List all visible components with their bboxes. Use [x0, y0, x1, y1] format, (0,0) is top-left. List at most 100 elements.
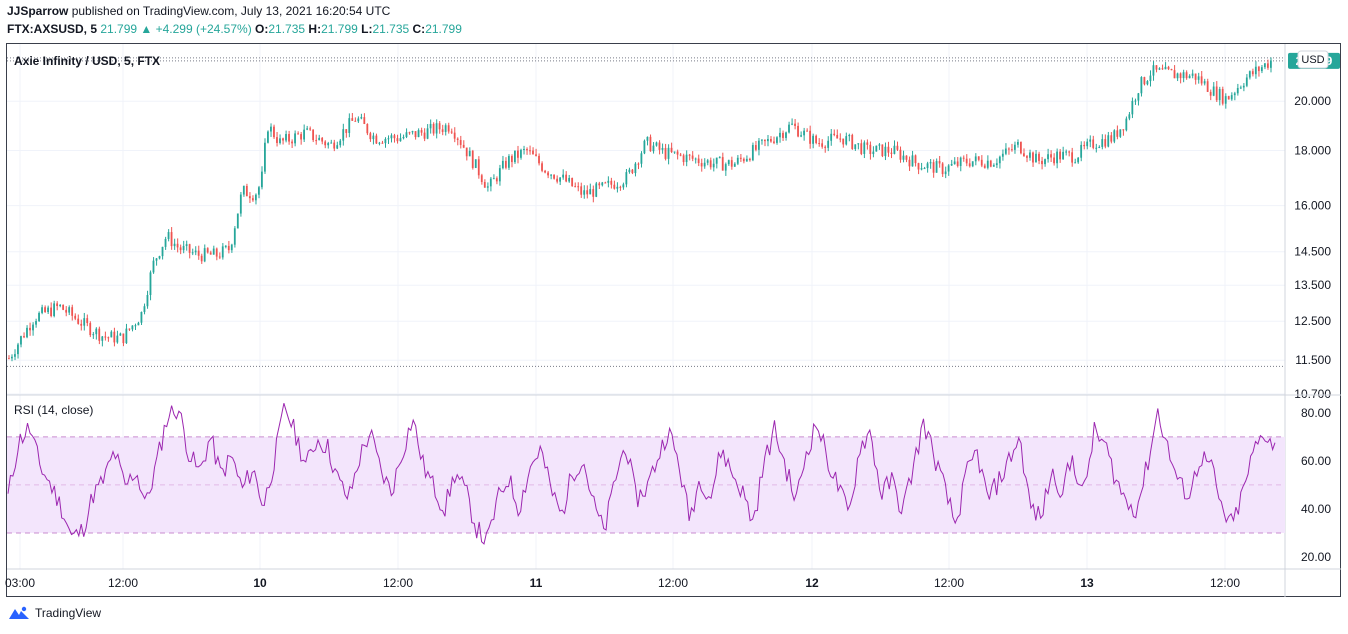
candle-body [8, 358, 10, 360]
candle-body [580, 186, 583, 195]
candle-body [866, 142, 869, 145]
candle-body [821, 143, 824, 147]
candle-body [619, 186, 622, 188]
candle-body [137, 322, 140, 326]
candle-body [824, 146, 827, 148]
candle-body [878, 144, 881, 146]
candle-body [300, 134, 302, 140]
candle-body [264, 142, 266, 172]
candle-body [995, 163, 998, 166]
candle-body [785, 132, 787, 138]
candle-body [712, 163, 715, 168]
candle-body [1023, 153, 1025, 157]
candle-body [1035, 153, 1037, 163]
candle-body [444, 125, 447, 132]
candle-body [176, 243, 179, 248]
candle-body [1158, 68, 1161, 70]
candle-body [1098, 146, 1101, 148]
candle-body [282, 138, 284, 141]
candle-body [1137, 93, 1140, 101]
candle-body [631, 169, 634, 174]
x-tick-label: 13 [1080, 576, 1094, 590]
candle-body [104, 336, 107, 338]
x-tick-label: 12:00 [934, 576, 964, 590]
candle-body [556, 178, 558, 182]
candle-body [200, 255, 203, 262]
candle-body [248, 196, 251, 199]
candle-body [535, 154, 537, 156]
candle-body [592, 189, 595, 197]
candle-body [474, 159, 477, 168]
currency-label: USD [1301, 54, 1324, 66]
candle-body [14, 354, 16, 357]
candle-body [1194, 73, 1197, 80]
candle-body [390, 135, 393, 139]
candle-body [989, 160, 992, 167]
candle-body [245, 186, 248, 197]
candle-body [462, 144, 465, 148]
candle-body [261, 171, 263, 188]
candle-body [417, 130, 420, 138]
candle-body [905, 155, 908, 160]
candle-body [251, 198, 254, 201]
candle-body [510, 156, 513, 163]
candle-body [703, 162, 706, 167]
candle-body [977, 156, 980, 160]
candle-body [363, 117, 366, 124]
candle-body [541, 163, 543, 171]
candle-body [851, 134, 854, 150]
candle-body [1086, 141, 1089, 147]
candle-body [914, 155, 917, 164]
candle-body [827, 140, 830, 148]
publisher-name: JJSparrow [7, 4, 69, 18]
candle-body [399, 138, 402, 142]
candle-body [441, 129, 444, 132]
tradingview-brand: TradingView [35, 606, 102, 620]
candle-body [748, 158, 751, 161]
candle-body [857, 143, 860, 145]
candle-body [11, 356, 13, 359]
candle-body [1266, 63, 1269, 68]
price-axis-tick: 11.500 [1295, 353, 1331, 367]
close-label: C: [412, 22, 426, 36]
candle-body [1203, 81, 1206, 84]
candle-body [149, 272, 152, 296]
candle-body [652, 145, 655, 152]
candle-body [119, 333, 122, 336]
candle-body [218, 256, 221, 258]
candle-body [384, 138, 387, 144]
candle-body [1209, 91, 1212, 96]
candle-body [197, 250, 200, 256]
candle-body [833, 133, 836, 135]
candle-body [47, 307, 49, 313]
candle-body [140, 311, 143, 323]
candle-body [294, 133, 296, 144]
tradingview-footer[interactable]: TradingView [8, 606, 101, 620]
candle-body [613, 184, 616, 189]
candle-body [1065, 151, 1067, 153]
last-price: 21.799 [100, 22, 138, 36]
candle-body [962, 157, 965, 159]
high-label: H: [308, 22, 322, 36]
candle-body [309, 128, 312, 130]
candle-body [770, 138, 772, 142]
candle-body [1251, 71, 1254, 75]
candle-body [1007, 148, 1010, 150]
candle-body [215, 248, 218, 257]
candle-body [673, 151, 676, 153]
candle-body [62, 304, 65, 310]
candle-body [1101, 139, 1104, 147]
candle-body [685, 154, 688, 163]
close-value: 21.799 [425, 22, 462, 36]
candle-body [288, 134, 290, 142]
candle-body [68, 307, 71, 313]
candle-body [435, 123, 438, 134]
candle-body [1128, 114, 1131, 119]
price-axis-tick: 20.000 [1294, 94, 1331, 108]
candle-body [324, 141, 327, 146]
candle-body [776, 137, 778, 143]
candle-body [306, 128, 308, 130]
candle-body [788, 124, 790, 133]
candle-body [1143, 77, 1146, 85]
